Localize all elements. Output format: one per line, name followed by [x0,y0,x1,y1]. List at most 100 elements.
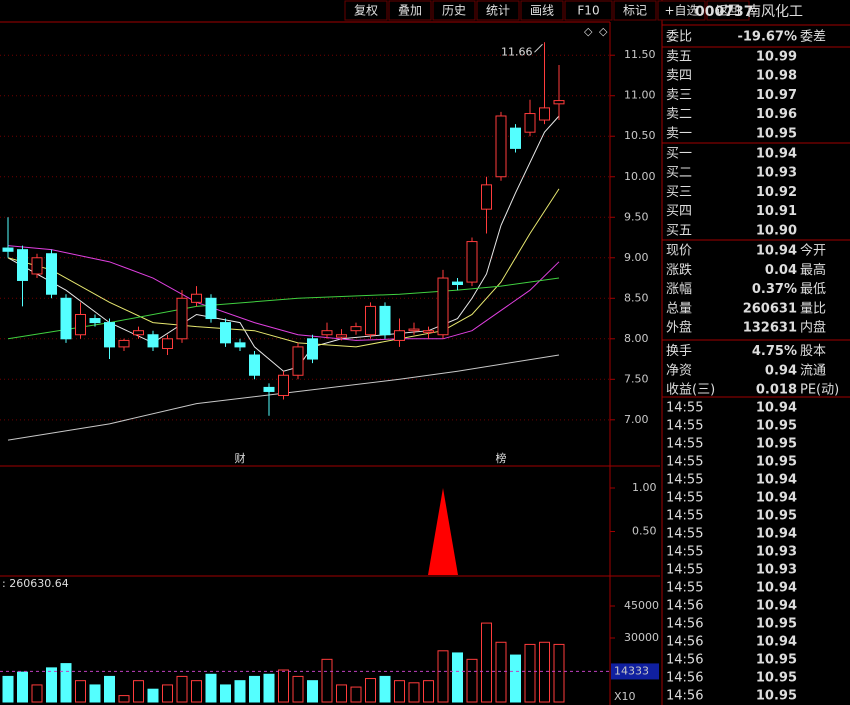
y-tick-label: 10.00 [624,170,656,183]
signal [428,488,458,575]
row-label: 净资 [666,363,692,378]
current-volume-box [611,663,659,680]
toolbar-button[interactable] [520,0,564,21]
row-value: 10.94 [756,244,797,259]
trade-time: 14:56 [666,653,703,668]
candle-body [321,330,333,336]
row-value: 10.94 [756,147,797,162]
candle-body [2,247,14,252]
trade-price: 10.94 [756,527,797,542]
row-value: 0.04 [765,263,797,278]
toolbar-button[interactable] [344,0,388,21]
y-tick-label: 9.50 [624,210,649,223]
toolbar-button[interactable] [564,0,613,21]
volume-bar [510,654,521,703]
toolbar-button[interactable] [432,0,476,21]
candle-body [394,330,405,341]
trade-time: 14:55 [666,437,703,452]
toolbar-label[interactable]: 统计 [486,4,510,18]
row-value: 260631 [743,301,797,316]
row-label: 涨幅 [666,282,692,297]
candle-body [104,322,115,348]
row-label: 总量 [666,301,692,316]
row-label: 收益(三) [666,383,715,398]
volume-bar [350,686,362,703]
toolbar-label[interactable]: F10 [577,4,599,18]
candle-body [336,334,347,338]
moving-average [7,115,560,372]
y-tick-label: 8.50 [624,291,649,304]
row-value: 10.90 [756,223,797,238]
trade-price: 10.95 [756,455,797,470]
row-value: 10.95 [756,126,797,141]
row-value: 4.75% [752,344,797,359]
candle-body [495,115,507,178]
row-right: 最高 [800,262,826,278]
row-label: 卖五 [666,50,692,65]
trade-time: 14:55 [666,581,703,596]
trade-price: 10.94 [756,581,797,596]
toolbar-button[interactable] [613,0,657,21]
row-label: 外盘 [666,320,692,336]
volume-bar [278,669,289,703]
y-tick-label: 9.00 [624,251,649,264]
current-volume: 14333 [614,664,649,677]
toolbar-button[interactable] [476,0,520,21]
toolbar-label[interactable]: 返回 [716,4,740,18]
stock-code: 000737 [695,4,753,20]
candle-body [133,330,144,336]
candle-body [524,113,536,133]
moving-average [7,188,560,348]
volume-bar [133,680,144,703]
toolbar-button[interactable] [657,0,706,21]
volume-bar [321,658,333,703]
candle-body [350,326,362,332]
toolbar-label[interactable]: 历史 [442,4,466,18]
trade-time: 14:56 [666,671,703,686]
volume-bar [17,671,28,703]
y-tick-label: 8.00 [624,332,649,345]
volume-bar [118,695,130,703]
candle-body [423,330,434,333]
moving-average [7,277,560,340]
y-tick-label: 11.00 [624,89,656,102]
toolbar-label[interactable]: 叠加 [398,4,422,18]
y-tick-label: 30000 [624,631,659,644]
row-right: 股本 [800,344,826,359]
candle-body [437,277,449,336]
volume-bar [104,675,115,703]
row-label: 买五 [666,223,692,238]
toolbar-button[interactable] [388,0,432,21]
row-value: 10.96 [756,107,797,122]
toolbar-label[interactable]: 标记 [623,4,647,18]
settings-icon[interactable]: ◇ [599,25,608,38]
row-label: 买一 [666,147,692,162]
stock-name: 南风化工 [747,4,803,20]
candle-body [466,241,478,283]
trade-price: 10.94 [756,599,797,614]
trade-time: 14:55 [666,545,703,560]
toolbar-label[interactable]: 复权 [354,4,378,18]
volume-bar [263,673,275,703]
volume-bar [452,652,463,703]
volume-bar [553,643,565,703]
row-label: 委比 [666,30,692,45]
volume-bar [234,680,246,703]
candle-body [17,249,28,281]
row-value: -19.67% [737,30,797,45]
candle-body [176,297,188,340]
annotation: 11.66 [501,45,533,58]
candle-body [249,354,260,376]
candle-body [162,338,173,350]
volume-bar [524,643,536,703]
trade-time: 14:55 [666,419,703,434]
toolbar-button[interactable] [706,0,750,21]
trade-time: 14:55 [666,473,703,488]
trade-price: 10.95 [756,617,797,632]
settings-icon[interactable]: ◇ [584,25,593,38]
trade-time: 14:55 [666,401,703,416]
candle-body [205,297,217,320]
toolbar-label[interactable]: +自选 [664,4,698,18]
toolbar-label[interactable]: 画线 [530,4,554,18]
candle-body [263,386,275,392]
